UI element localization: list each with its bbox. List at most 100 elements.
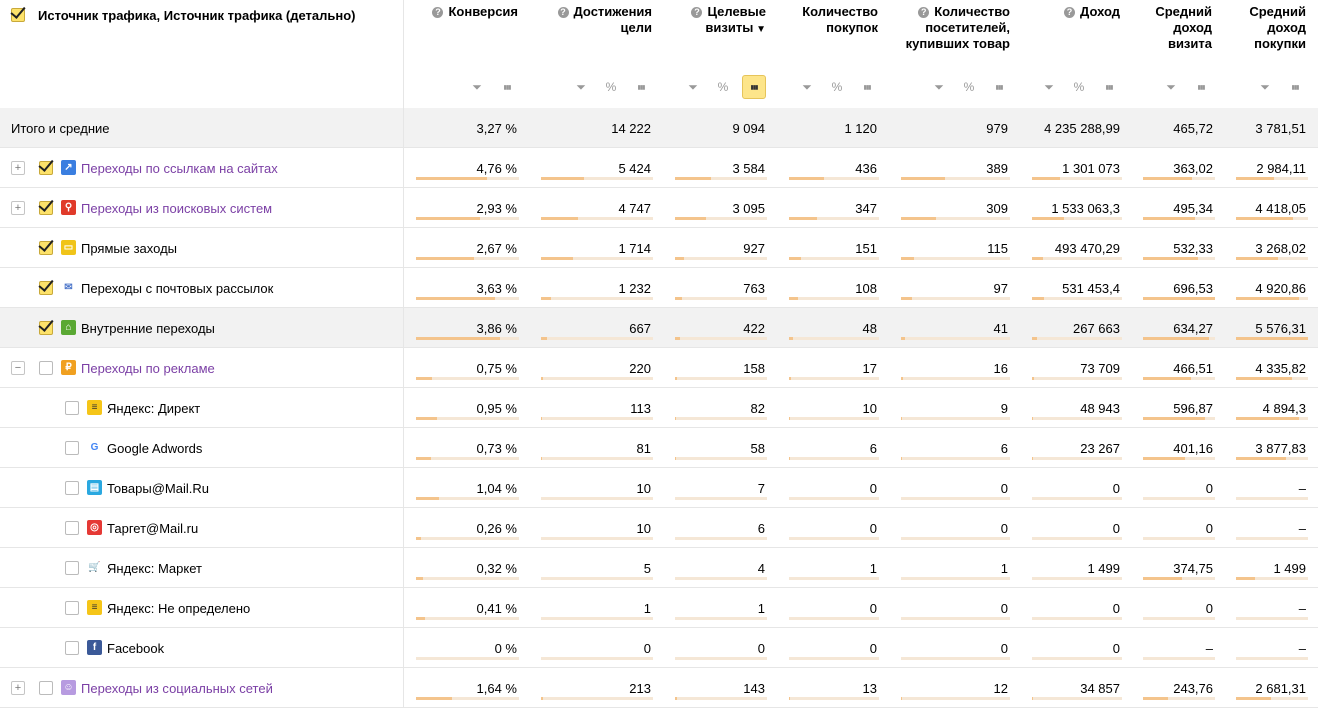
sort-desc-icon[interactable]: ▼ [753,24,766,35]
dimension-cell: − ₽ Переходы по рекламе [0,348,404,387]
column-title[interactable]: ? Количество посетителей, купивших товар [894,4,1010,52]
expand-button[interactable]: + [11,161,25,175]
column-title[interactable]: Средний доход визита [1136,4,1212,52]
share-bar-track [675,577,767,580]
cell-value: 6 [757,521,765,536]
filter-icon[interactable]: ⏷ [1260,79,1270,94]
column-title[interactable]: ? Достижения цели [534,4,652,36]
percent-icon[interactable]: % [831,80,843,94]
row-checkbox[interactable] [39,161,53,175]
help-icon[interactable]: ? [432,7,444,18]
chart-icon[interactable]: ▮▮▮ [742,75,766,99]
column-header-7[interactable]: Средний доход визита ⏷ ▮▮▮ [1132,0,1224,108]
share-bar-track [541,617,653,620]
help-icon[interactable]: ? [691,7,703,18]
row-checkbox[interactable] [65,561,79,575]
select-all-checkbox[interactable] [11,8,25,22]
collapse-button[interactable]: − [11,361,25,375]
dimension-cell: 🛒 Яндекс: Маркет [0,548,404,587]
table-row[interactable]: − ₽ Переходы по рекламе 0,75 % 220 158 17 16 73 … [0,348,1318,388]
cell-value: 2,93 % [476,201,517,216]
share-bar-track [789,537,879,540]
share-bar-track [416,177,519,180]
value-cell: 9 094 [664,108,778,147]
column-title[interactable]: Количество покупок [782,4,878,36]
column-header-4[interactable]: Количество покупок ⏷% ▮▮▮ [778,0,890,108]
row-checkbox[interactable] [65,521,79,535]
cell-value: 0 [1000,481,1008,496]
chart-icon[interactable]: ▮▮▮ [995,84,1004,91]
filter-icon[interactable]: ⏷ [472,79,482,94]
table-row[interactable]: ⌂ Внутренние переходы 3,86 % 667 422 48 41 267 … [0,308,1318,348]
row-checkbox[interactable] [39,281,53,295]
chart-icon[interactable]: ▮▮▮ [1105,84,1114,91]
table-row[interactable]: ◎ Таргет@Mail.ru 0,26 % 10 6 0 0 0 0 – [0,508,1318,548]
row-checkbox[interactable] [65,441,79,455]
column-title[interactable]: ? Доход [1026,4,1120,20]
row-label[interactable]: Переходы из поисковых систем [81,201,273,216]
column-header-6[interactable]: ? Доход ⏷% ▮▮▮ [1022,0,1132,108]
column-header-5[interactable]: ? Количество посетителей, купивших товар ⏷… [890,0,1022,108]
column-title[interactable]: ? Целевые визиты ▼ [668,4,766,38]
column-header-1[interactable]: ? Конверсия ⏷ ▮▮▮ [404,0,530,108]
column-title[interactable]: Средний доход покупки [1228,4,1306,52]
row-checkbox[interactable] [65,481,79,495]
help-icon[interactable]: ? [557,7,569,18]
row-checkbox[interactable] [65,401,79,415]
row-checkbox[interactable] [39,361,53,375]
filter-icon[interactable]: ⏷ [1044,79,1054,94]
column-header-3[interactable]: ? Целевые визиты ▼ ⏷% ▮▮▮ [664,0,778,108]
percent-icon[interactable]: % [963,80,975,94]
row-checkbox[interactable] [39,321,53,335]
share-bar-track [1143,257,1215,260]
row-checkbox[interactable] [39,201,53,215]
table-row[interactable]: ▭ Прямые заходы 2,67 % 1 714 927 151 115 493 47… [0,228,1318,268]
table-row[interactable]: ▤ Товары@Mail.Ru 1,04 % 10 7 0 0 0 0 – [0,468,1318,508]
row-label[interactable]: Переходы по рекламе [81,361,215,376]
share-bar-track [901,297,1010,300]
cell-value: 4 [757,561,765,576]
table-row[interactable]: f Facebook 0 % 0 0 0 0 0 – – [0,628,1318,668]
percent-icon[interactable]: % [1073,80,1085,94]
percent-icon[interactable]: % [717,80,729,94]
filter-icon[interactable]: ⏷ [802,79,812,94]
help-icon[interactable]: ? [918,7,930,18]
chart-icon[interactable]: ▮▮▮ [863,84,872,91]
table-row[interactable]: ≡ Яндекс: Не определено 0,41 % 1 1 0 0 0 0 – [0,588,1318,628]
row-checkbox[interactable] [39,681,53,695]
share-bar-track [789,657,879,660]
table-row[interactable]: + ☺ Переходы из социальных сетей 1,64 % 213 1… [0,668,1318,708]
expand-button[interactable]: + [11,681,25,695]
column-header-8[interactable]: Средний доход покупки ⏷ ▮▮▮ [1224,0,1318,108]
table-row[interactable]: + ⚲ Переходы из поисковых систем 2,93 % 4 74… [0,188,1318,228]
filter-icon[interactable]: ⏷ [576,79,586,94]
value-cell: 401,16 [1132,428,1224,467]
table-row[interactable]: 🛒 Яндекс: Маркет 0,32 % 5 4 1 1 1 499 374,75 1 49… [0,548,1318,588]
filter-icon[interactable]: ⏷ [934,79,944,94]
help-icon[interactable]: ? [1064,7,1076,18]
home-icon: ⌂ [61,320,76,335]
filter-icon[interactable]: ⏷ [1166,79,1176,94]
share-bar-track [541,337,653,340]
row-checkbox[interactable] [65,601,79,615]
chart-icon[interactable]: ▮▮▮ [503,84,512,91]
chart-icon[interactable]: ▮▮▮ [1197,84,1206,91]
table-row[interactable]: ≡ Яндекс: Директ 0,95 % 113 82 10 9 48 943 596,8… [0,388,1318,428]
percent-icon[interactable]: % [605,80,617,94]
expand-button[interactable]: + [11,201,25,215]
row-checkbox[interactable] [39,241,53,255]
filter-icon[interactable]: ⏷ [688,79,698,94]
row-checkbox[interactable] [65,641,79,655]
table-row[interactable]: + ↗ Переходы по ссылкам на сайтах 4,76 % 5 4… [0,148,1318,188]
row-label[interactable]: Переходы по ссылкам на сайтах [81,161,278,176]
cell-value: 1 499 [1273,561,1306,576]
table-row[interactable]: ✉ Переходы с почтовых рассылок 3,63 % 1 232… [0,268,1318,308]
table-row[interactable]: G Google Adwords 0,73 % 81 58 6 6 23 267 401,16 3… [0,428,1318,468]
column-header-2[interactable]: ? Достижения цели ⏷% ▮▮▮ [530,0,664,108]
chart-icon[interactable]: ▮▮▮ [1291,84,1300,91]
column-title[interactable]: ? Конверсия [408,4,518,20]
cell-value: 363,02 [1173,161,1213,176]
value-cell: 979 [890,108,1022,147]
row-label[interactable]: Переходы из социальных сетей [81,681,273,696]
chart-icon[interactable]: ▮▮▮ [637,84,646,91]
